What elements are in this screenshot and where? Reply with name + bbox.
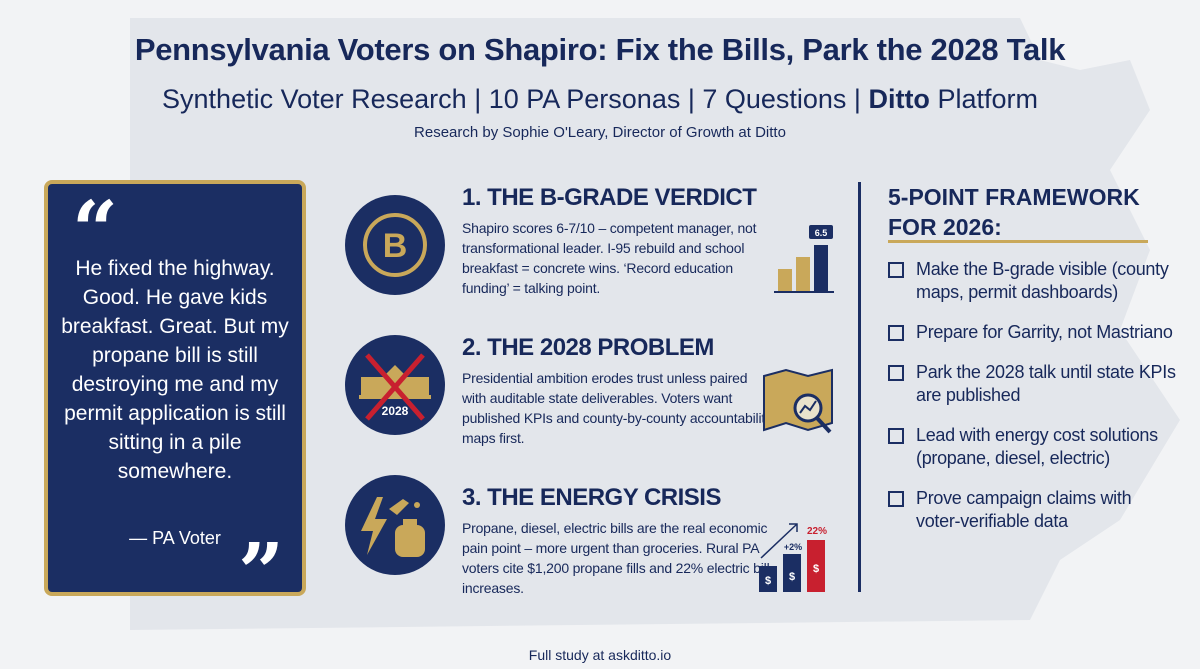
checkbox-icon bbox=[888, 262, 904, 278]
brand-name: Ditto bbox=[868, 84, 930, 114]
framework-title: 5-POINT FRAMEWORK FOR 2026: bbox=[888, 184, 1140, 240]
byline: Research by Sophie O'Leary, Director of … bbox=[414, 124, 786, 141]
checkbox-icon bbox=[888, 428, 904, 444]
quote-text: He fixed the highway. Good. He gave kids… bbox=[61, 257, 289, 483]
close-quote-icon: ” bbox=[237, 525, 284, 619]
svg-text:$: $ bbox=[765, 575, 771, 587]
bar-chart-icon: 6.5 bbox=[774, 225, 834, 293]
checklist-item: Park the 2028 talk until state KPIs are … bbox=[888, 361, 1178, 407]
section-body: Shapiro scores 6-7/10 – competent manage… bbox=[462, 220, 757, 296]
framework-underline bbox=[888, 240, 1148, 243]
energy-fuel-icon bbox=[345, 475, 445, 575]
page-title: Pennsylvania Voters on Shapiro: Fix the … bbox=[134, 32, 1066, 67]
section-body: Propane, diesel, electric bills are the … bbox=[462, 520, 770, 596]
score-badge: 6.5 bbox=[815, 228, 828, 238]
quote-attribution: — PA Voter bbox=[129, 528, 221, 548]
section-body: Presidential ambition erodes trust unles… bbox=[462, 370, 772, 446]
checklist-item: Lead with energy cost solutions (propane… bbox=[888, 424, 1178, 470]
checkbox-icon bbox=[888, 491, 904, 507]
year-label: 2028 bbox=[382, 404, 409, 418]
framework-checklist: Make the B-grade visible (county maps, p… bbox=[888, 258, 1178, 550]
map-magnifier-icon bbox=[763, 368, 833, 434]
section-heading: 2. THE 2028 PROBLEM bbox=[462, 334, 714, 361]
column-divider bbox=[858, 182, 861, 592]
subtitle: Synthetic Voter Research | 10 PA Persona… bbox=[162, 84, 1038, 114]
svg-text:B: B bbox=[383, 227, 408, 265]
increase-label-small: +2% bbox=[784, 542, 802, 552]
checkbox-icon bbox=[888, 365, 904, 381]
increase-label-big: 22% bbox=[807, 526, 827, 537]
svg-text:$: $ bbox=[813, 563, 819, 575]
voter-quote-card: “ He fixed the highway. Good. He gave ki… bbox=[44, 180, 306, 612]
section-heading: 1. THE B-GRADE VERDICT bbox=[462, 184, 757, 211]
checklist-item: Prove campaign claims with voter-verifia… bbox=[888, 487, 1178, 533]
open-quote-icon: “ bbox=[72, 183, 119, 277]
crossed-white-house-icon: 2028 bbox=[345, 335, 445, 435]
checklist-item: Prepare for Garrity, not Mastriano bbox=[888, 321, 1178, 344]
section-heading: 3. THE ENERGY CRISIS bbox=[462, 484, 721, 511]
checkbox-icon bbox=[888, 325, 904, 341]
footer-link[interactable]: Full study at askditto.io bbox=[528, 647, 672, 663]
checklist-item: Make the B-grade visible (county maps, p… bbox=[888, 258, 1178, 304]
svg-text:$: $ bbox=[789, 571, 795, 583]
rising-cost-chart-icon: $ $ $ +2% 22% bbox=[759, 523, 827, 592]
b-grade-badge-icon: B bbox=[345, 195, 445, 295]
